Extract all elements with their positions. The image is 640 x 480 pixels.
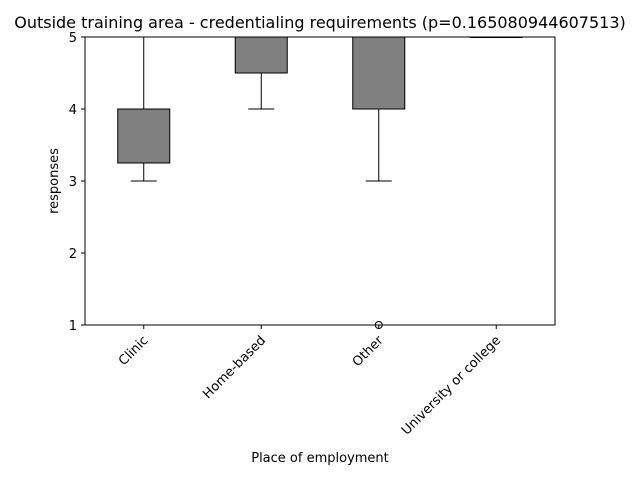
y-tick-label-1: 2 [69, 247, 77, 262]
box-body-2 [352, 36, 406, 110]
chart-title: Outside training area - credentialing re… [14, 13, 626, 32]
box-body-1 [234, 36, 288, 74]
y-tick-label-4: 5 [69, 31, 77, 46]
y-tick-label-0: 1 [69, 319, 77, 334]
plot-area [117, 36, 523, 329]
y-tick-label-3: 4 [69, 103, 77, 118]
y-axis-label: responses [47, 148, 62, 214]
x-axis-label: Place of employment [251, 451, 389, 466]
box-body-0 [117, 108, 171, 164]
box-0 [117, 36, 171, 182]
y-tick-label-2: 3 [69, 175, 77, 190]
